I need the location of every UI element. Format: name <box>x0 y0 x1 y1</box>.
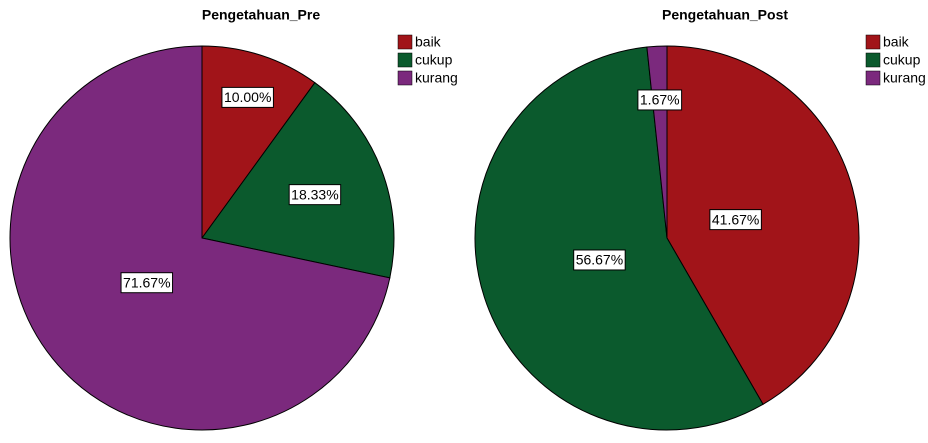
legend-swatch <box>865 52 881 68</box>
pie-slice <box>666 45 860 405</box>
data-label-text: 1.67% <box>640 92 680 108</box>
chart-title: Pengetahuan_Post <box>662 7 788 23</box>
data-label: 56.67% <box>573 249 626 271</box>
legend-label: baik <box>415 34 442 50</box>
data-label-box <box>637 89 683 111</box>
legend-swatch <box>397 34 413 50</box>
data-label: 1.67% <box>637 89 683 111</box>
data-label-box <box>221 86 274 108</box>
legend-label: cukup <box>415 52 453 68</box>
data-label-text: 18.33% <box>291 186 338 202</box>
data-label: 41.67% <box>709 209 762 231</box>
data-label-box <box>288 184 342 206</box>
data-label: 18.33% <box>288 184 342 206</box>
data-label-text: 56.67% <box>576 252 623 268</box>
chart-title: Pengetahuan_Pre <box>202 7 320 23</box>
legend-label: kurang <box>883 70 926 86</box>
legend-label: cukup <box>883 52 921 68</box>
legend-swatch <box>865 34 881 50</box>
data-label-text: 41.67% <box>712 211 759 227</box>
data-label-box <box>120 272 174 294</box>
data-label-box <box>573 249 626 271</box>
data-label: 10.00% <box>221 86 274 108</box>
pie-slice <box>474 46 764 431</box>
legend-swatch <box>397 70 413 86</box>
legend-swatch <box>865 70 881 86</box>
legend-swatch <box>397 52 413 68</box>
pie-slice <box>201 81 395 279</box>
pie-slice <box>9 45 391 431</box>
data-label-box <box>709 209 762 231</box>
data-label-text: 71.67% <box>123 274 170 290</box>
data-label: 71.67% <box>120 272 174 294</box>
data-label-text: 10.00% <box>224 89 271 105</box>
legend-label: kurang <box>415 70 458 86</box>
legend-label: baik <box>883 34 910 50</box>
